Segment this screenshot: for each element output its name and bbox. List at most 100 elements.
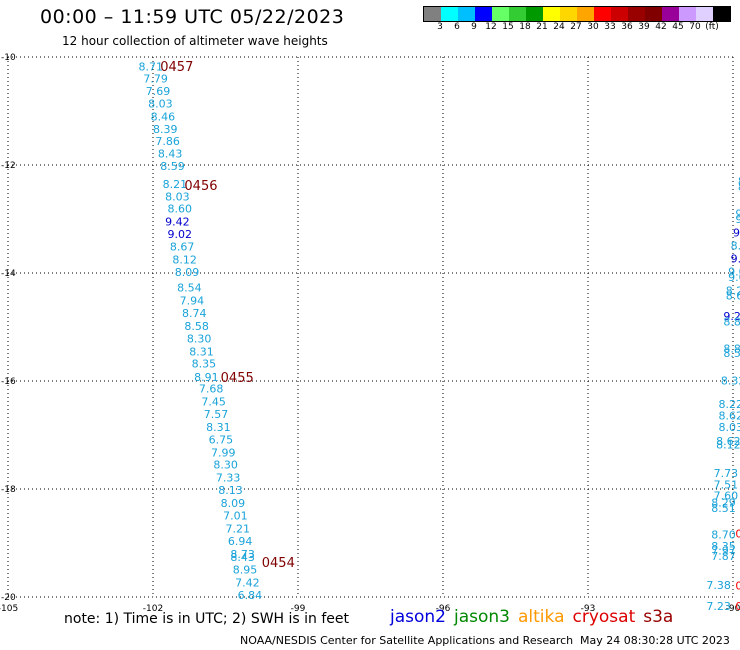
swh-value: 8.22	[719, 398, 740, 411]
swh-value: 7.45	[201, 396, 226, 409]
colorbar-swatch	[628, 7, 645, 21]
swh-value: 8.03	[148, 97, 173, 110]
swh-value: 7.33	[216, 472, 241, 485]
colorbar-swatch	[458, 7, 475, 21]
swh-value: 7.99	[211, 446, 236, 459]
x-tick-label: -105	[0, 604, 18, 614]
swh-value: 8.43	[158, 148, 183, 161]
swh-value: 8.12	[716, 439, 740, 452]
swh-value: 8.30	[213, 459, 238, 472]
colorbar-label: 3	[437, 22, 443, 32]
x-tick-label: -99	[291, 604, 306, 614]
y-tick-label: -12	[1, 161, 16, 171]
x-tick-label: -90	[726, 604, 740, 614]
y-tick-label: -18	[1, 485, 16, 495]
swh-value: 8.55	[723, 347, 740, 360]
swh-value: 8.30	[187, 332, 212, 345]
y-tick-label: -10	[1, 53, 16, 63]
swh-value: 7.97	[711, 545, 736, 558]
colorbar-label: 39	[638, 22, 650, 32]
pass-time-label: 0455	[221, 371, 254, 386]
swh-value: 0	[735, 527, 740, 540]
colorbar-swatch	[560, 7, 577, 21]
swh-value: 8.60	[168, 203, 193, 216]
swh-value: 7.69	[146, 85, 171, 98]
swh-value: 8.95	[233, 563, 258, 576]
credit-text: NOAA/NESDIS Center for Satellite Applica…	[240, 634, 574, 647]
mission-legend-item: s3a	[643, 607, 674, 627]
swh-value: 8.80	[723, 316, 740, 329]
colorbar-label: 45	[672, 22, 684, 32]
colorbar-label: 33	[604, 22, 616, 32]
swh-value: 8.	[731, 239, 740, 252]
swh-value: 8.39	[153, 123, 178, 136]
swh-value: 8.70	[711, 528, 736, 541]
swh-value: 8.03	[719, 421, 740, 434]
colorbar-label: 6	[454, 22, 460, 32]
colorbar-label: 30	[587, 22, 599, 32]
swh-value: 7.87	[711, 550, 736, 563]
pass-time-label: 0456	[184, 179, 217, 194]
colorbar-label: 15	[502, 22, 514, 32]
y-tick-label: -14	[1, 269, 16, 279]
colorbar-label: 42	[655, 22, 667, 32]
swh-value: 8.13	[218, 484, 243, 497]
colorbar-label: 21	[536, 22, 548, 32]
swh-value: 8.62	[716, 435, 740, 448]
swh-value: 6.84	[238, 589, 262, 602]
swh-value: 8.73	[230, 548, 255, 561]
pass-time-label: 0457	[160, 60, 193, 75]
x-tick-label: -102	[143, 604, 163, 614]
mission-legend: jason2 jason3 altika cryosat s3a	[390, 607, 681, 627]
swh-value: 7.42	[235, 576, 260, 589]
colorbar-label: 70	[689, 22, 701, 32]
swh-value: 9.	[735, 208, 740, 221]
swh-value: 9.20	[723, 310, 740, 323]
colorbar-swatch	[679, 7, 696, 21]
swh-value: 9.02	[168, 228, 193, 241]
swh-value: 8.58	[184, 320, 209, 333]
swh-value: 8.29	[711, 497, 736, 510]
colorbar-label: 36	[621, 22, 633, 32]
swh-value: 9.0	[728, 271, 740, 284]
swh-value: 8.6	[726, 290, 740, 303]
swh-value: 7.79	[143, 73, 168, 86]
swh-value: 8.46	[151, 110, 176, 123]
colorbar-swatch	[713, 7, 730, 21]
swh-value: 7.94	[180, 295, 205, 308]
footer-note: note: 1) Time is in UTC; 2) SWH is in fe…	[64, 611, 350, 627]
swh-value: 8.21	[163, 178, 188, 191]
swh-value: 7.68	[199, 383, 224, 396]
colorbar-swatch	[662, 7, 679, 21]
swh-value: 8.43	[230, 551, 255, 564]
y-tick-label: -16	[1, 377, 16, 387]
mission-legend-item: cryosat	[572, 607, 636, 627]
swh-value: 8.51	[711, 502, 736, 515]
colorbar-swatch	[492, 7, 509, 21]
colorbar-label: 9	[471, 22, 477, 32]
swh-value: 7.51	[714, 479, 739, 492]
colorbar-swatch	[645, 7, 662, 21]
colorbar-label: 24	[553, 22, 565, 32]
colorbar-label: 12	[485, 22, 497, 32]
colorbar-swatch	[696, 7, 713, 21]
swh-value: 6.75	[209, 433, 234, 446]
swh-value: 7.86	[155, 135, 180, 148]
swh-value: 8.71	[139, 61, 164, 74]
swh-value: 6.94	[228, 535, 253, 548]
swh-value: 8.03	[165, 190, 190, 203]
swh-value: 0	[735, 580, 740, 593]
swh-value: 8.59	[160, 160, 185, 173]
colorbar-label: 18	[519, 22, 531, 32]
swh-value: 9.	[733, 227, 740, 240]
swh-value: 8.91	[194, 371, 219, 384]
colorbar-label: 27	[570, 22, 582, 32]
mission-legend-item: jason2	[390, 607, 446, 627]
swh-value: 8.86	[723, 343, 740, 356]
swh-value: 8.31	[206, 421, 231, 434]
mission-legend-item: jason3	[454, 607, 510, 627]
y-tick-label: -20	[1, 593, 16, 603]
colorbar-label: (ft)	[705, 22, 719, 32]
swh-value: 8.35	[711, 540, 736, 553]
